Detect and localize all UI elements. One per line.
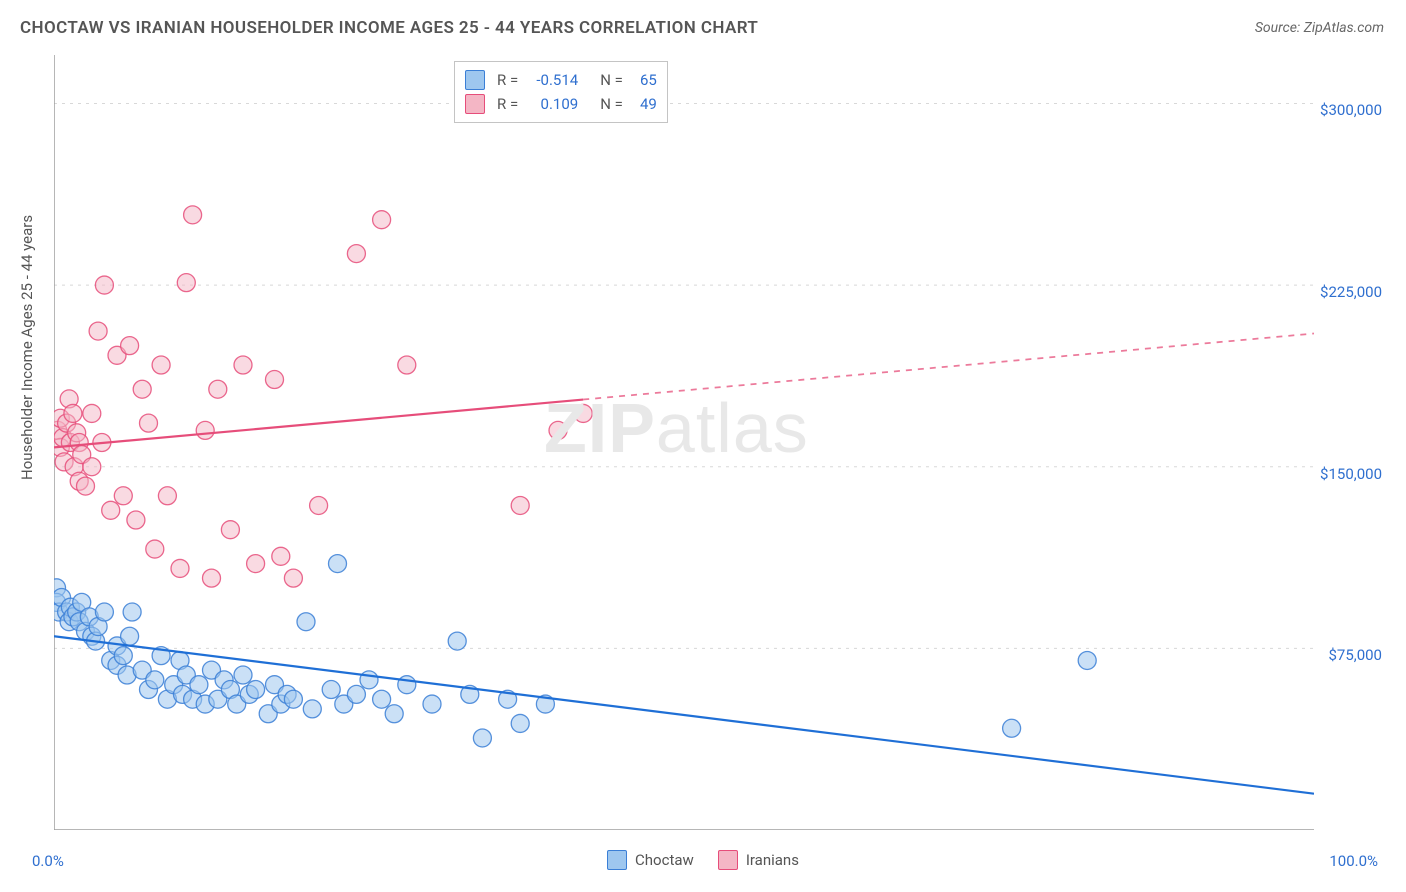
legend-row: R =0.109N =49 [465,92,657,116]
swatch-choctaw [607,850,627,870]
legend-swatch [465,94,485,114]
y-axis-label: Householder Income Ages 25 - 44 years [18,215,36,480]
source-label: Source: ZipAtlas.com [1255,20,1384,36]
legend-row: R =-0.514N =65 [465,68,657,92]
legend-label-iranians: Iranians [746,851,799,869]
legend-item-choctaw: Choctaw [607,850,694,870]
series-legend: Choctaw Iranians [0,850,1406,870]
legend-item-iranians: Iranians [718,850,799,870]
chart-title: CHOCTAW VS IRANIAN HOUSEHOLDER INCOME AG… [20,18,758,38]
scatter-plot [54,55,1314,830]
legend-swatch [465,70,485,90]
y-tick-label: $225,000 [1320,283,1382,301]
legend-label-choctaw: Choctaw [635,851,694,869]
correlation-legend: R =-0.514N =65R =0.109N =49 [454,61,668,123]
swatch-iranians [718,850,738,870]
y-tick-label: $300,000 [1320,101,1382,119]
y-tick-label: $150,000 [1320,465,1382,483]
y-tick-label: $75,000 [1328,646,1382,664]
chart-container: CHOCTAW VS IRANIAN HOUSEHOLDER INCOME AG… [0,0,1406,892]
